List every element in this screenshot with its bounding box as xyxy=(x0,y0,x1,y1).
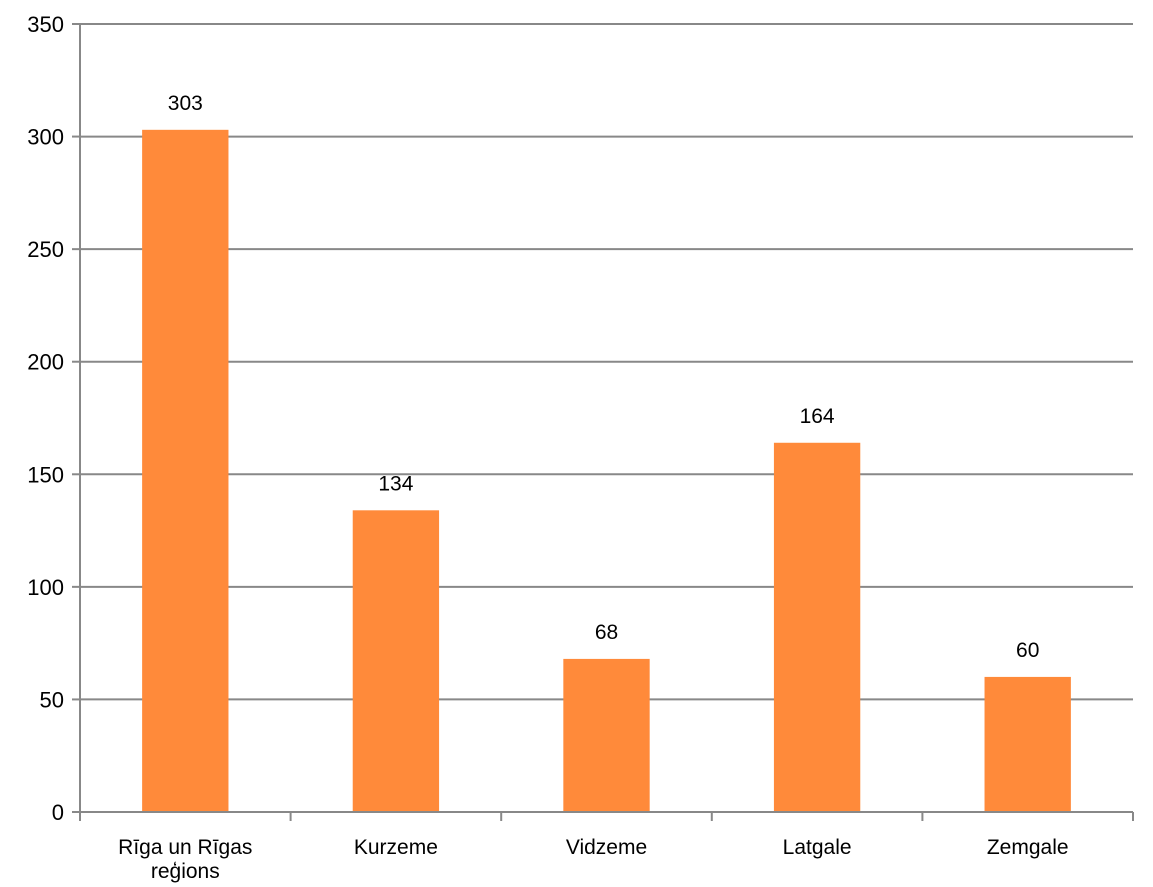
y-tick-label: 100 xyxy=(27,575,64,600)
x-category-label: Latgale xyxy=(783,836,852,859)
y-tick-label: 300 xyxy=(27,125,64,150)
x-category-label: Vidzeme xyxy=(566,836,647,859)
bar xyxy=(142,129,229,812)
y-tick-label: 150 xyxy=(27,462,64,487)
x-category-label: Zemgale xyxy=(987,836,1069,859)
y-tick-label: 50 xyxy=(40,687,64,712)
axes xyxy=(72,23,1134,821)
x-category-label: reģions xyxy=(151,860,220,883)
data-label: 303 xyxy=(168,92,203,115)
bars xyxy=(142,129,1071,812)
y-tick-label: 250 xyxy=(27,237,64,262)
data-label: 164 xyxy=(800,405,835,428)
bar xyxy=(984,676,1071,812)
x-category-label: Rīga un Rīgas xyxy=(118,836,252,859)
y-tick-label: 200 xyxy=(27,350,64,375)
bar xyxy=(773,442,861,812)
bar xyxy=(352,510,440,812)
labels: 0 50 100 150 200 250 300 350 303 Rīga un Rīgasreģ… xyxy=(27,12,1068,883)
bar xyxy=(563,658,650,812)
data-label: 60 xyxy=(1016,639,1039,662)
data-label: 68 xyxy=(595,621,618,644)
y-tick-label: 350 xyxy=(27,12,64,37)
gridlines xyxy=(80,23,1133,701)
data-label: 134 xyxy=(378,472,413,495)
y-tick-label: 0 xyxy=(52,800,64,825)
x-category-label: Kurzeme xyxy=(354,836,438,859)
